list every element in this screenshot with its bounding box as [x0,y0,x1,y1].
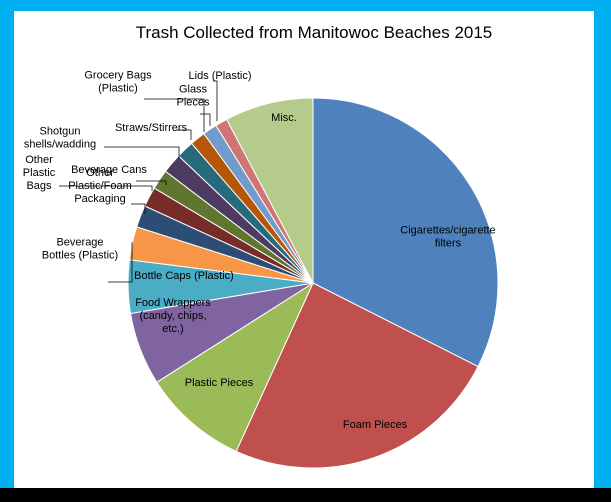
slice-label-line: shells/wadding [24,139,96,151]
leader-line-12 [200,113,211,126]
slice-label-line: Foam Pieces [343,419,408,431]
slice-label-3: Food Wrappers(candy, chips,etc.) [135,297,211,335]
slice-label-line: (Plastic) [98,83,138,95]
slice-label-line: Pieces [176,97,210,109]
slice-label-line: Plastic [23,167,56,179]
slice-label-line: Misc. [271,112,297,124]
slice-label-line: Shotgun [40,126,81,138]
slice-label-line: Other [25,154,53,166]
pie-slice-0 [312,97,499,368]
slice-label-14: Misc. [271,112,297,124]
slice-label-line: Beverage Cans [71,164,147,176]
slice-label-line: Lids (Plastic) [189,70,252,82]
slice-label-line: Food Wrappers [135,297,211,309]
chart-title: Trash Collected from Manitowoc Beaches 2… [136,23,493,42]
slice-label-4: Bottle Caps (Plastic) [134,270,234,282]
slice-label-line: Bottles (Plastic) [42,250,118,262]
slice-label-2: Plastic Pieces [185,377,254,389]
slice-label-line: (candy, chips, [139,310,206,322]
slice-label-line: Grocery Bags [84,70,152,82]
pie-chart: Trash Collected from Manitowoc Beaches 2… [23,23,499,469]
slice-label-line: Packaging [74,193,125,205]
slice-label-1: Foam Pieces [343,419,408,431]
slice-label-line: Other [86,167,114,179]
slice-label-line: Bags [26,180,52,192]
slice-label-line: Cigarettes/cigarette [400,225,495,237]
pie-slice-14 [225,97,314,284]
leader-line-9 [104,146,180,159]
leader-line-7 [59,185,153,191]
leader-line-13 [213,80,218,121]
slice-label-line: Glass [179,84,208,96]
leader-line-11 [144,98,205,132]
leader-line-6 [131,203,146,214]
slice-label-line: Straws/Stirrers [115,122,188,134]
slice-label-8: Beverage Cans [71,164,167,185]
plot-area: Trash Collected from Manitowoc Beaches 2… [14,11,594,488]
slice-label-11: Grocery Bags(Plastic) [84,70,205,132]
chart-frame: Trash Collected from Manitowoc Beaches 2… [0,0,611,488]
slice-label-line: Bottle Caps (Plastic) [134,270,234,282]
slice-label-line: etc.) [162,323,183,335]
leader-line-5 [108,242,133,283]
slice-label-13: Lids (Plastic) [189,70,252,121]
slice-label-line: Plastic Pieces [185,377,254,389]
pie-slice-1 [235,282,479,469]
leader-line-10 [176,129,192,140]
slice-label-10: Straws/Stirrers [115,122,192,140]
pie-slice-2 [156,281,315,452]
leader-line-8 [136,180,167,185]
slice-label-line: filters [435,238,462,250]
slice-label-line: Beverage [56,237,103,249]
